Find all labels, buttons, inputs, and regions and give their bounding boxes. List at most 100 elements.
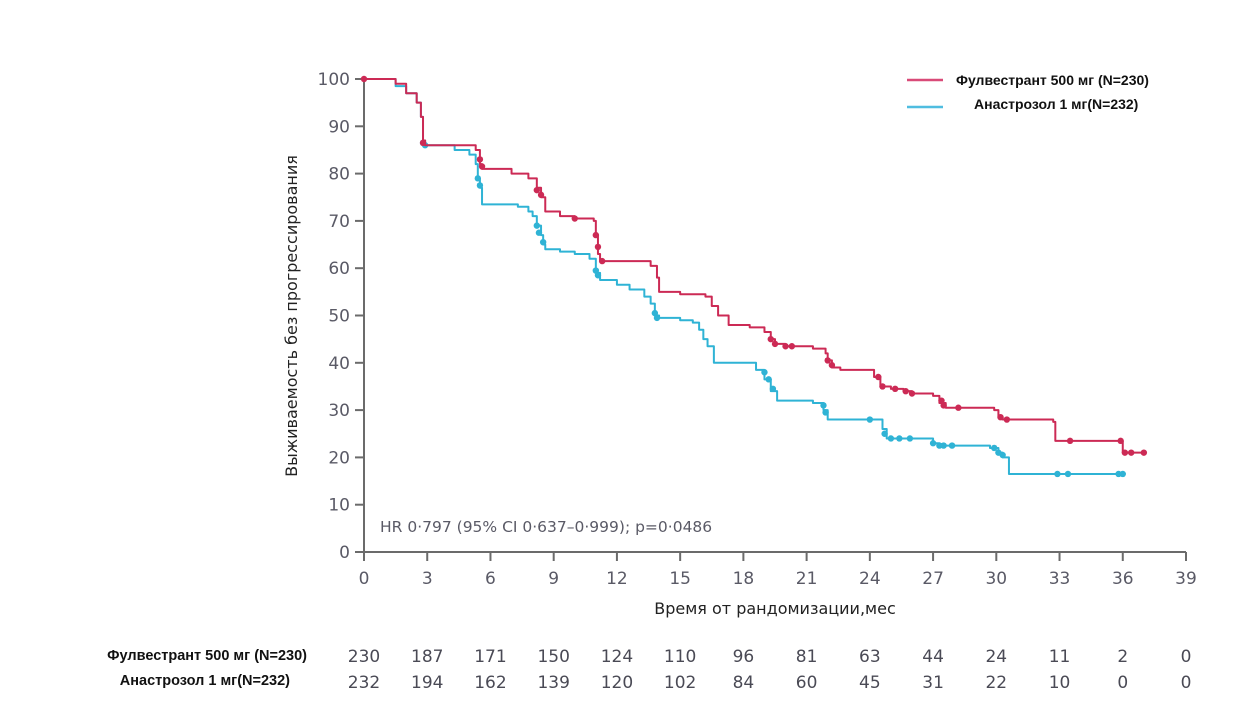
risk-count: 110 bbox=[664, 647, 696, 667]
censor-mark bbox=[997, 413, 1004, 421]
censor-mark bbox=[891, 385, 899, 393]
censor-mark bbox=[822, 409, 829, 416]
x-axis-ticks: 0 3 6 9 12 15 18 21 24 27 30 33 36 39 bbox=[359, 552, 1197, 589]
censor-mark bbox=[592, 231, 600, 239]
censor-mark bbox=[1117, 437, 1124, 445]
x-axis-title: Время от рандомизации,мес bbox=[654, 599, 896, 618]
censor-mark bbox=[761, 369, 768, 376]
x-tick-label: 9 bbox=[548, 569, 559, 589]
risk-count: 84 bbox=[733, 673, 755, 693]
x-tick-label: 30 bbox=[985, 569, 1007, 589]
censor-mark bbox=[879, 383, 886, 390]
risk-count: 162 bbox=[474, 673, 506, 693]
censor-mark bbox=[419, 139, 427, 147]
risk-count: 102 bbox=[664, 673, 696, 693]
legend-label-anastrozole: Анастрозол 1 мг(N=232) bbox=[974, 96, 1138, 112]
risk-table: Фулвестрант 500 мг (N=230) Анастрозол 1 … bbox=[107, 647, 1191, 693]
y-tick-label: 100 bbox=[318, 70, 350, 90]
censor-mark bbox=[594, 243, 602, 251]
censor-mark bbox=[474, 175, 482, 182]
censor-mark bbox=[908, 390, 916, 397]
risk-count: 171 bbox=[474, 647, 506, 667]
censor-mark bbox=[896, 435, 903, 442]
risk-count: 0 bbox=[1181, 647, 1192, 667]
censor-mark bbox=[955, 404, 962, 411]
censor-mark bbox=[887, 435, 895, 442]
legend: Фулвестрант 500 мг (N=230) Анастрозол 1 … bbox=[907, 72, 1149, 112]
risk-count: 230 bbox=[348, 647, 380, 667]
y-tick-label: 10 bbox=[328, 496, 350, 516]
censor-mark bbox=[866, 416, 874, 423]
series-fulvestrant bbox=[360, 75, 1148, 456]
risk-count: 60 bbox=[796, 673, 818, 693]
censor-mark bbox=[1064, 470, 1072, 478]
censor-mark bbox=[769, 385, 777, 393]
censor-mark bbox=[1054, 470, 1061, 478]
risk-count: 2 bbox=[1117, 647, 1128, 667]
censor-mark bbox=[881, 430, 888, 437]
risk-count: 81 bbox=[796, 647, 818, 667]
x-tick-label: 39 bbox=[1175, 569, 1197, 589]
risk-count: 150 bbox=[537, 647, 569, 667]
x-tick-label: 6 bbox=[485, 569, 496, 589]
censor-mark bbox=[1121, 449, 1129, 456]
censor-mark bbox=[999, 451, 1006, 459]
censor-mark bbox=[767, 335, 774, 343]
x-tick-label: 36 bbox=[1112, 569, 1134, 589]
risk-count: 124 bbox=[601, 647, 633, 667]
censor-mark bbox=[1119, 470, 1126, 478]
survival-curve bbox=[364, 78, 1123, 475]
censor-mark bbox=[929, 440, 937, 447]
censor-mark bbox=[788, 343, 796, 350]
censor-mark bbox=[1003, 416, 1011, 423]
y-axis-ticks: 0 10 20 30 40 50 60 70 80 90 100 bbox=[318, 70, 364, 563]
x-tick-label: 33 bbox=[1049, 569, 1071, 589]
risk-count: 0 bbox=[1117, 673, 1128, 693]
risk-count: 44 bbox=[922, 647, 944, 667]
y-tick-label: 0 bbox=[339, 543, 350, 563]
censor-mark bbox=[902, 387, 909, 395]
x-tick-label: 27 bbox=[922, 569, 944, 589]
y-tick-label: 80 bbox=[328, 165, 350, 185]
risk-count: 45 bbox=[859, 673, 881, 693]
x-tick-label: 0 bbox=[359, 569, 370, 589]
censor-mark bbox=[598, 257, 606, 265]
hazard-ratio-annotation: HR 0·797 (95% CI 0·637–0·999); p=0·0486 bbox=[380, 518, 712, 536]
y-tick-label: 30 bbox=[328, 401, 350, 421]
censor-mark bbox=[824, 357, 831, 364]
censor-mark bbox=[782, 343, 789, 350]
censor-mark bbox=[765, 376, 772, 383]
y-tick-label: 90 bbox=[328, 117, 350, 137]
censor-mark bbox=[537, 191, 545, 199]
censor-mark bbox=[948, 442, 956, 449]
censor-mark bbox=[940, 402, 947, 409]
x-tick-label: 3 bbox=[422, 569, 433, 589]
risk-row-label-fulvestrant: Фулвестрант 500 мг (N=230) bbox=[107, 648, 307, 664]
x-tick-label: 21 bbox=[796, 569, 818, 589]
legend-label-fulvestrant: Фулвестрант 500 мг (N=230) bbox=[956, 72, 1149, 88]
censor-mark bbox=[535, 229, 543, 236]
censor-mark bbox=[478, 163, 486, 170]
censor-mark bbox=[1140, 449, 1148, 456]
censor-mark bbox=[594, 272, 602, 279]
risk-count: 194 bbox=[411, 673, 443, 693]
censor-mark bbox=[820, 402, 827, 409]
risk-count: 10 bbox=[1049, 673, 1071, 693]
x-tick-label: 18 bbox=[733, 569, 755, 589]
censor-mark bbox=[771, 340, 779, 348]
series-anastrozole bbox=[364, 78, 1126, 478]
risk-count: 0 bbox=[1181, 673, 1192, 693]
censor-mark bbox=[1128, 449, 1135, 456]
x-tick-label: 15 bbox=[669, 569, 691, 589]
y-tick-label: 40 bbox=[328, 354, 350, 374]
risk-count: 22 bbox=[985, 673, 1007, 693]
x-tick-label: 12 bbox=[606, 569, 628, 589]
y-tick-label: 20 bbox=[328, 448, 350, 468]
risk-count: 96 bbox=[733, 647, 755, 667]
x-tick-label: 24 bbox=[859, 569, 881, 589]
censor-mark bbox=[476, 182, 484, 189]
risk-count: 24 bbox=[985, 647, 1007, 667]
censor-mark bbox=[533, 222, 541, 229]
y-tick-label: 50 bbox=[328, 307, 350, 327]
